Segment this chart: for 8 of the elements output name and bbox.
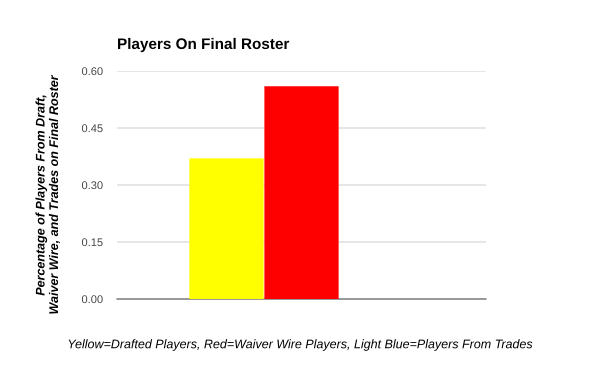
y-tick-label: 0.15 <box>82 238 103 246</box>
y-tick-label: 0.30 <box>82 181 103 190</box>
y-tick-label: 0.60 <box>82 67 103 76</box>
y-tick-label: 0.00 <box>82 295 103 304</box>
x-axis-title: Yellow=Drafted Players, Red=Waiver Wire Players, Light Blue=Players From Trades <box>68 339 532 351</box>
y-tick-label: 0.45 <box>82 124 103 132</box>
chart-title: Players On Final Roster <box>118 38 290 52</box>
y-axis-title: Percentage of Players From Draft, Waiver Wire, and Trades on Final Roster <box>35 74 60 314</box>
